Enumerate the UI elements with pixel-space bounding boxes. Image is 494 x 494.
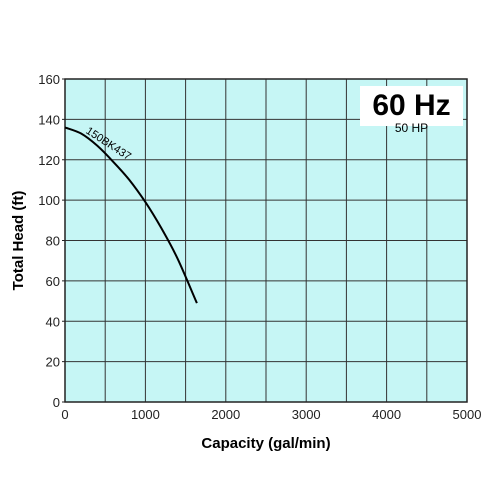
x-tick-label: 0	[61, 407, 68, 422]
grid	[65, 79, 467, 402]
x-axis-label: Capacity (gal/min)	[201, 435, 330, 452]
y-axis-ticks: 0 20 40 60 80 100 120 140 160	[38, 72, 65, 410]
y-tick-label: 120	[38, 153, 60, 168]
y-axis-label: Total Head (ft)	[10, 191, 27, 291]
frequency-label: 60 Hz	[372, 89, 450, 122]
x-tick-label: 2000	[211, 407, 240, 422]
series-line-150BK437	[64, 126, 198, 304]
y-tick-label: 0	[53, 395, 60, 410]
y-tick-label: 140	[38, 112, 60, 127]
x-tick-label: 5000	[453, 407, 482, 422]
x-axis-ticks: 0 1000 2000 3000 4000 5000	[61, 407, 481, 422]
x-tick-label: 3000	[292, 407, 321, 422]
y-tick-label: 60	[46, 274, 60, 289]
y-tick-label: 20	[46, 355, 60, 370]
y-tick-label: 80	[46, 234, 60, 249]
power-label: 50 HP	[395, 121, 428, 135]
y-tick-label: 40	[46, 314, 60, 329]
x-tick-label: 1000	[131, 407, 160, 422]
x-tick-label: 4000	[372, 407, 401, 422]
frequency-box	[360, 86, 463, 126]
y-tick-label: 160	[38, 72, 60, 87]
y-tick-label: 100	[38, 193, 60, 208]
